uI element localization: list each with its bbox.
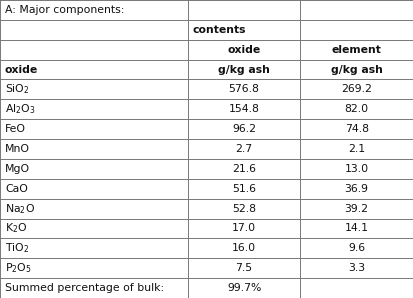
Text: 2.1: 2.1 — [348, 144, 365, 154]
Text: oxide: oxide — [228, 45, 261, 55]
Text: 96.2: 96.2 — [232, 124, 256, 134]
Text: 36.9: 36.9 — [344, 184, 369, 194]
Text: 269.2: 269.2 — [341, 84, 372, 94]
Text: TiO$_2$: TiO$_2$ — [5, 241, 29, 255]
Text: 16.0: 16.0 — [232, 243, 256, 253]
Text: 13.0: 13.0 — [344, 164, 369, 174]
Text: g/kg ash: g/kg ash — [331, 65, 382, 74]
Text: 14.1: 14.1 — [344, 224, 369, 233]
Text: MnO: MnO — [5, 144, 30, 154]
Text: 7.5: 7.5 — [235, 263, 253, 273]
Text: 154.8: 154.8 — [229, 104, 259, 114]
Text: 576.8: 576.8 — [229, 84, 259, 94]
Text: K$_2$O: K$_2$O — [5, 222, 27, 235]
Text: CaO: CaO — [5, 184, 28, 194]
Text: SiO$_2$: SiO$_2$ — [5, 83, 30, 96]
Text: element: element — [332, 45, 382, 55]
Text: g/kg ash: g/kg ash — [218, 65, 270, 74]
Text: 9.6: 9.6 — [348, 243, 365, 253]
Text: Summed percentage of bulk:: Summed percentage of bulk: — [5, 283, 164, 293]
Text: 99.7%: 99.7% — [227, 283, 261, 293]
Text: 74.8: 74.8 — [344, 124, 369, 134]
Text: 2.7: 2.7 — [235, 144, 253, 154]
Text: oxide: oxide — [5, 65, 38, 74]
Text: A: Major components:: A: Major components: — [5, 5, 124, 15]
Text: 52.8: 52.8 — [232, 204, 256, 214]
Text: 51.6: 51.6 — [232, 184, 256, 194]
Text: 3.3: 3.3 — [348, 263, 365, 273]
Text: FeO: FeO — [5, 124, 26, 134]
Text: 82.0: 82.0 — [344, 104, 369, 114]
Text: P$_2$O$_5$: P$_2$O$_5$ — [5, 261, 32, 275]
Text: contents: contents — [193, 25, 247, 35]
Text: MgO: MgO — [5, 164, 30, 174]
Text: Na$_2$O: Na$_2$O — [5, 202, 35, 215]
Text: 39.2: 39.2 — [344, 204, 369, 214]
Text: 21.6: 21.6 — [232, 164, 256, 174]
Text: 17.0: 17.0 — [232, 224, 256, 233]
Text: Al$_2$O$_3$: Al$_2$O$_3$ — [5, 103, 36, 116]
